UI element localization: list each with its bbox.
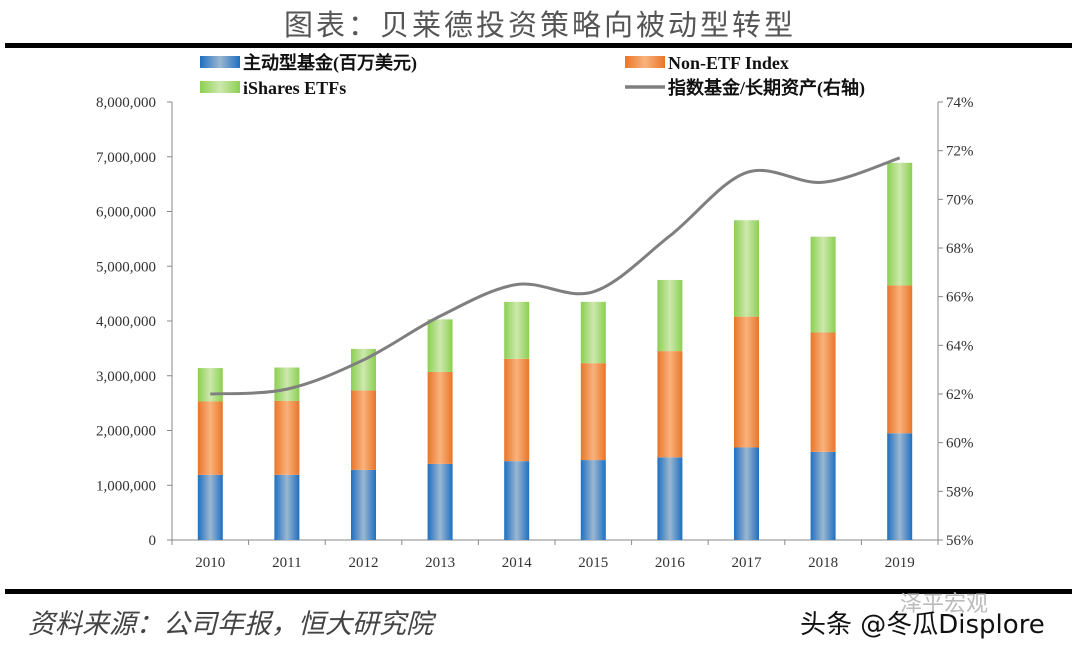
- bar-ishares-etfs: [504, 301, 530, 359]
- bar-ishares-etfs: [810, 236, 836, 333]
- bar-non-etf-index: [427, 371, 453, 464]
- legend-label: 主动型基金(百万美元): [243, 52, 417, 74]
- y-tick-label: 2,000,000: [96, 424, 156, 440]
- bar-ishares-etfs: [197, 368, 223, 402]
- x-tick-label: 2015: [578, 555, 608, 571]
- x-tick-label: 2012: [349, 555, 379, 571]
- watermark: 头条 @冬瓜Displore: [800, 610, 1045, 640]
- y-tick-label: 1,000,000: [96, 478, 156, 494]
- x-tick-label: 2014: [502, 555, 533, 571]
- bar-active: [657, 457, 683, 540]
- legend-swatch: [625, 56, 665, 68]
- x-tick-label: 2010: [195, 555, 225, 571]
- y2-tick-label: 60%: [946, 436, 974, 452]
- bar-non-etf-index: [887, 285, 913, 434]
- bar-active: [580, 460, 606, 540]
- y-tick-label: 6,000,000: [96, 205, 156, 221]
- y-tick-label: 3,000,000: [96, 369, 156, 385]
- y-tick-label: 0: [149, 533, 157, 549]
- watermark-faded: 泽平宏观: [900, 592, 989, 617]
- bar-non-etf-index: [734, 316, 759, 448]
- source-note: 资料来源：公司年报，恒大研究院: [28, 609, 433, 640]
- y2-tick-label: 62%: [946, 387, 974, 403]
- bar-ishares-etfs: [580, 301, 606, 364]
- bar-ishares-etfs: [274, 367, 300, 401]
- bar-active: [351, 469, 376, 540]
- bar-non-etf-index: [274, 400, 300, 475]
- y-tick-label: 5,000,000: [96, 259, 156, 275]
- legend-swatch: [200, 56, 240, 68]
- x-tick-label: 2019: [885, 555, 915, 571]
- chart-title: 图表：贝莱德投资策略向被动型转型: [283, 8, 796, 42]
- bar-active: [197, 474, 223, 540]
- legend-label: 指数基金/长期资产(右轴): [668, 77, 865, 99]
- y-tick-label: 4,000,000: [96, 314, 156, 330]
- bar-ishares-etfs: [427, 319, 453, 372]
- bar-non-etf-index: [504, 358, 530, 462]
- y2-tick-label: 56%: [946, 533, 974, 549]
- y2-tick-label: 66%: [946, 290, 974, 306]
- x-tick-label: 2013: [425, 555, 455, 571]
- bar-active: [504, 461, 530, 540]
- bar-active: [427, 463, 453, 540]
- bar-active: [810, 451, 836, 540]
- y-tick-label: 8,000,000: [96, 95, 156, 111]
- legend-label: Non-ETF Index: [668, 53, 789, 73]
- bar-non-etf-index: [351, 390, 376, 470]
- y2-tick-label: 70%: [946, 192, 974, 208]
- y2-tick-label: 74%: [946, 95, 974, 111]
- bar-active: [887, 433, 913, 540]
- x-tick-label: 2016: [655, 555, 686, 571]
- y2-tick-label: 72%: [946, 144, 974, 160]
- bar-ishares-etfs: [887, 162, 913, 286]
- x-tick-label: 2011: [272, 555, 301, 571]
- x-tick-label: 2018: [808, 555, 838, 571]
- y2-tick-label: 58%: [946, 484, 974, 500]
- bar-non-etf-index: [580, 363, 606, 461]
- bar-non-etf-index: [197, 401, 223, 475]
- bar-ishares-etfs: [657, 279, 683, 352]
- legend-swatch: [200, 81, 240, 93]
- y2-tick-label: 68%: [946, 241, 974, 257]
- line-index-ratio: [210, 156, 901, 396]
- y2-tick-label: 64%: [946, 338, 974, 354]
- bar-ishares-etfs: [734, 220, 759, 317]
- bar-active: [274, 474, 300, 540]
- bar-non-etf-index: [810, 332, 836, 452]
- legend-label: iShares ETFs: [243, 78, 346, 98]
- bar-non-etf-index: [657, 351, 683, 458]
- y-tick-label: 7,000,000: [96, 150, 156, 166]
- bottom-rule: [5, 589, 1072, 594]
- top-rule: [5, 43, 1072, 48]
- x-tick-label: 2017: [732, 555, 763, 571]
- bar-active: [734, 447, 759, 540]
